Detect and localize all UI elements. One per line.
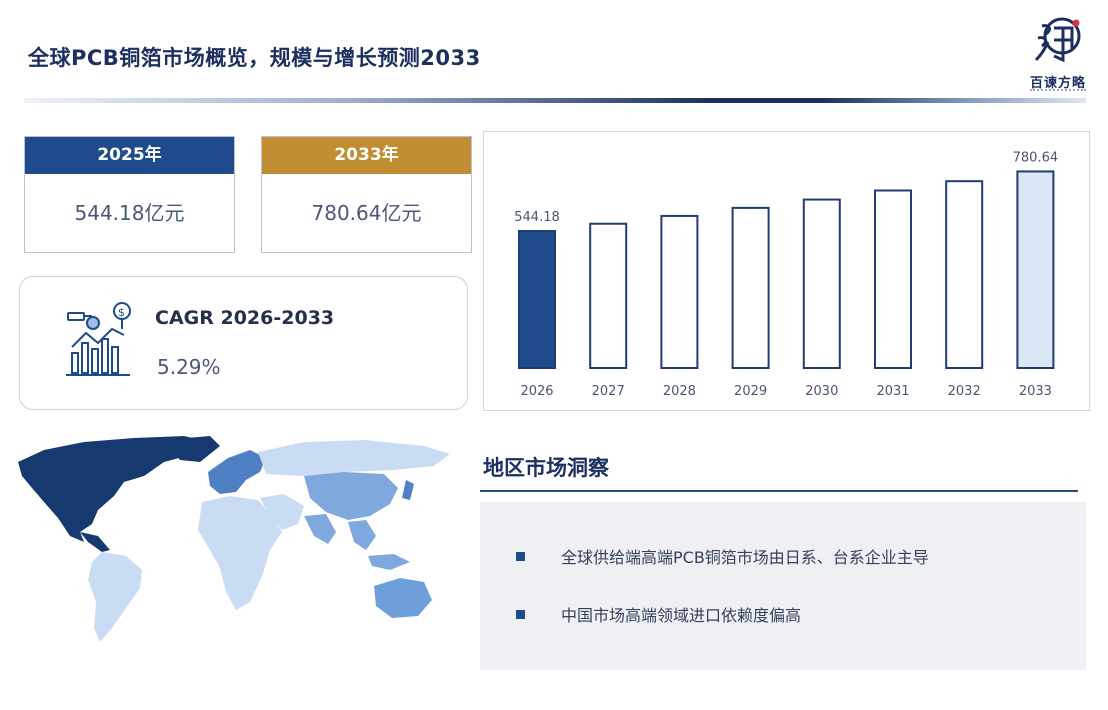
logo-text: 百谏方略 xyxy=(1029,76,1086,91)
insight-item: 全球供给端高端PCB铜箔市场由日系、台系企业主导 xyxy=(516,544,929,568)
kpi-year-label: 2025年 xyxy=(25,137,234,174)
cagr-card: $ CAGR 2026-2033 5.29% xyxy=(19,276,468,410)
map-region-south-asia xyxy=(304,514,410,570)
bar-chart-svg: 2026 544.18 2027 2028 2029 2030 2031 2032 2033 78… xyxy=(514,150,1059,399)
bar-2027 xyxy=(589,222,628,369)
map-region-japan xyxy=(402,480,414,500)
bar-2028 xyxy=(660,214,699,370)
region-insights-panel: 全球供给端高端PCB铜箔市场由日系、台系企业主导 中国市场高端领域进口依赖度偏高 xyxy=(480,502,1086,670)
bar-2033 xyxy=(1016,170,1055,369)
insight-text: 全球供给端高端PCB铜箔市场由日系、台系企业主导 xyxy=(561,548,929,567)
map-region-south-america xyxy=(88,552,142,642)
map-region-east-asia xyxy=(304,472,398,520)
bar-2032 xyxy=(945,180,984,370)
x-tick-label: 2032 xyxy=(948,384,981,399)
market-size-bar-chart: 2026 544.18 2027 2028 2029 2030 2031 2032 2033 78… xyxy=(483,131,1090,411)
region-section-divider xyxy=(480,490,1078,492)
growth-chart-dollar-icon: $ xyxy=(66,302,131,376)
map-region-north-asia xyxy=(258,440,450,476)
kpi-value: 544.18亿元 xyxy=(74,201,185,225)
map-region-greenland xyxy=(164,436,220,462)
map-region-europe xyxy=(208,450,266,494)
region-section-title: 地区市场洞察 xyxy=(483,456,609,480)
data-label: 780.64 xyxy=(1013,150,1059,165)
insight-text: 中国市场高端领域进口依赖度偏高 xyxy=(561,606,802,625)
map-region-central-america xyxy=(80,532,110,552)
company-logo: 百谏方略 xyxy=(1022,14,1094,94)
kpi-year-label: 2033年 xyxy=(262,137,471,174)
bullet-square-icon xyxy=(516,610,525,619)
cagr-label: CAGR 2026-2033 xyxy=(155,307,335,329)
bar-2029 xyxy=(731,206,770,370)
bullet-square-icon xyxy=(516,552,525,561)
world-map xyxy=(14,432,454,647)
page-title: 全球PCB铜箔市场概览，规模与增长预测2033 xyxy=(28,46,481,70)
insight-item: 中国市场高端领域进口依赖度偏高 xyxy=(516,602,801,626)
map-region-africa xyxy=(198,496,282,610)
map-region-middle-east xyxy=(260,494,304,530)
logo-icon xyxy=(1034,17,1081,63)
kpi-card-2033: 2033年 780.64亿元 xyxy=(261,136,472,253)
data-label: 544.18 xyxy=(514,210,560,225)
x-tick-label: 2028 xyxy=(663,384,696,399)
x-tick-label: 2027 xyxy=(592,384,625,399)
x-tick-label: 2026 xyxy=(520,384,553,399)
map-region-north-america xyxy=(18,436,210,542)
svg-text:$: $ xyxy=(118,306,125,319)
logo-underline xyxy=(1030,89,1086,91)
x-tick-label: 2031 xyxy=(876,384,909,399)
x-tick-label: 2030 xyxy=(805,384,838,399)
bar-2031 xyxy=(874,189,912,369)
world-map-svg xyxy=(18,436,450,642)
bar-2026 xyxy=(518,229,556,369)
bar-2030 xyxy=(802,198,841,369)
map-region-oceania xyxy=(374,578,432,618)
cagr-value: 5.29% xyxy=(157,355,221,379)
kpi-value: 780.64亿元 xyxy=(311,201,422,225)
x-tick-label: 2033 xyxy=(1019,384,1052,399)
x-tick-label: 2029 xyxy=(734,384,767,399)
title-divider xyxy=(24,98,1086,103)
kpi-card-2025: 2025年 544.18亿元 xyxy=(24,136,235,253)
